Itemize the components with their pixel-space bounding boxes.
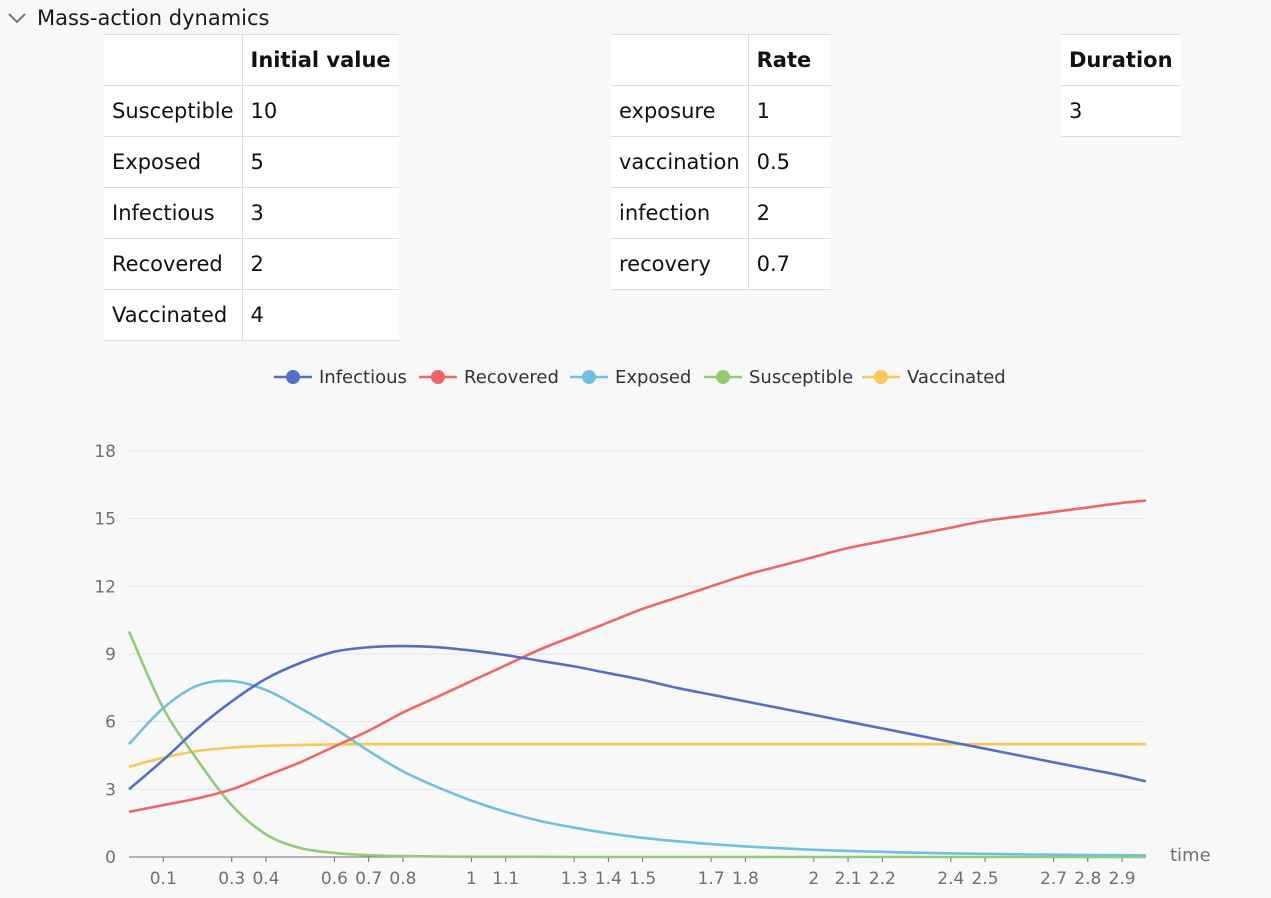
x-tick-label: 1.8 <box>732 869 759 889</box>
x-axis: 0.1 0.3 0.4 0.6 0.7 0.8 1 1.1 1.3 1.4 1.5 1.7 1.8 2 2.… <box>129 845 1211 889</box>
table-row: exposure 1 <box>611 85 832 137</box>
x-tick-label: 1.1 <box>492 869 519 889</box>
x-tick-label: 0.6 <box>321 869 348 889</box>
x-tick-label: 0.1 <box>150 869 177 889</box>
table-header-cell: Duration <box>1061 34 1181 86</box>
initial-value-cell[interactable]: 10 <box>241 85 399 137</box>
table-row: Infectious 3 <box>104 187 399 239</box>
legend-item-exposed[interactable]: Exposed <box>570 367 691 388</box>
species-name-cell: Susceptible <box>104 85 243 137</box>
x-tick-label: 0.8 <box>389 869 416 889</box>
x-tick-label: 2.8 <box>1074 869 1101 889</box>
chart-series <box>127 499 1147 859</box>
legend-label: Recovered <box>464 367 559 388</box>
legend-label: Infectious <box>319 367 407 388</box>
x-tick-label: 1.5 <box>629 869 656 889</box>
series-line-susceptible <box>127 630 1146 859</box>
table-header-cell: Initial value <box>241 34 399 86</box>
x-tick-label: 2.5 <box>972 869 999 889</box>
duration-table: Duration 3 <box>1061 34 1181 137</box>
x-tick-label: 2.1 <box>835 869 862 889</box>
table-row: vaccination 0.5 <box>611 136 832 188</box>
legend-marker <box>874 370 888 384</box>
y-tick-label: 6 <box>105 713 116 733</box>
table-row: infection 2 <box>611 187 832 239</box>
chart-legend: Infectious Recovered Exposed Susceptible Vac… <box>274 367 1006 388</box>
x-tick-label: 2.9 <box>1109 869 1136 889</box>
x-tick-label: 0.3 <box>218 869 245 889</box>
rate-value-cell[interactable]: 0.7 <box>747 238 832 290</box>
table-row: Exposed 5 <box>104 136 399 188</box>
legend-item-recovered[interactable]: Recovered <box>419 367 559 388</box>
rate-value-cell[interactable]: 0.5 <box>747 136 832 188</box>
reaction-name-cell: recovery <box>611 238 749 290</box>
legend-marker <box>431 370 445 384</box>
initial-value-cell[interactable]: 4 <box>241 289 399 341</box>
legend-item-vaccinated[interactable]: Vaccinated <box>862 367 1006 388</box>
reaction-name-cell: infection <box>611 187 749 239</box>
legend-item-infectious[interactable]: Infectious <box>274 367 407 388</box>
table-header-row: Duration <box>1061 34 1181 86</box>
y-axis: 0 3 6 9 12 15 18 <box>94 442 116 868</box>
series-line-vaccinated <box>128 742 1146 769</box>
series-line-infectious <box>128 644 1147 791</box>
chart-grid <box>129 450 1146 790</box>
table-row: recovery 0.7 <box>611 238 832 290</box>
species-name-cell: Infectious <box>104 187 243 239</box>
table-header-cell <box>611 34 749 86</box>
x-tick-label: 2 <box>808 869 819 889</box>
legend-item-susceptible[interactable]: Susceptible <box>704 367 853 388</box>
section-header[interactable]: Mass-action dynamics <box>6 4 269 32</box>
time-series-chart: Infectious Recovered Exposed Susceptible Vac… <box>94 367 1211 889</box>
table-row: Recovered 2 <box>104 238 399 290</box>
x-tick-label: 1 <box>466 869 477 889</box>
table-row: Vaccinated 4 <box>104 289 399 341</box>
x-tick-label: 0.4 <box>252 869 279 889</box>
initial-value-cell[interactable]: 3 <box>241 187 399 239</box>
legend-label: Exposed <box>615 367 691 388</box>
species-name-cell: Recovered <box>104 238 243 290</box>
rate-value-cell[interactable]: 2 <box>747 187 832 239</box>
rate-table: Rate exposure 1 vaccination 0.5 infectio… <box>611 34 832 290</box>
x-axis-title: time <box>1170 845 1211 866</box>
legend-marker <box>716 370 730 384</box>
y-tick-label: 18 <box>94 442 116 462</box>
table-header-cell <box>104 34 243 86</box>
chevron-down-icon[interactable] <box>6 11 28 25</box>
table-header-row: Rate <box>611 34 832 86</box>
reaction-name-cell: exposure <box>611 85 749 137</box>
x-tick-label: 1.4 <box>595 869 622 889</box>
x-tick-label: 2.7 <box>1040 869 1067 889</box>
x-tick-label: 0.7 <box>355 869 382 889</box>
table-header-cell: Rate <box>747 34 832 86</box>
initial-value-cell[interactable]: 5 <box>241 136 399 188</box>
y-tick-label: 9 <box>105 645 116 665</box>
x-tick-label: 2.2 <box>869 869 896 889</box>
species-name-cell: Vaccinated <box>104 289 243 341</box>
section-title: Mass-action dynamics <box>37 6 270 30</box>
x-tick-label: 1.7 <box>698 869 725 889</box>
y-tick-label: 0 <box>105 848 116 868</box>
legend-marker <box>286 370 300 384</box>
series-line-exposed <box>128 679 1147 857</box>
duration-value-cell[interactable]: 3 <box>1061 85 1181 137</box>
x-tick-label: 1.3 <box>561 869 588 889</box>
y-tick-label: 15 <box>94 510 116 530</box>
y-tick-label: 12 <box>94 577 116 597</box>
species-name-cell: Exposed <box>104 136 243 188</box>
y-tick-label: 3 <box>105 780 116 800</box>
series-line-recovered <box>128 499 1147 814</box>
initial-value-table: Initial value Susceptible 10 Exposed 5 I… <box>104 34 399 341</box>
legend-label: Vaccinated <box>907 367 1006 388</box>
legend-marker <box>582 370 596 384</box>
table-row: 3 <box>1061 85 1181 137</box>
table-header-row: Initial value <box>104 34 399 86</box>
legend-label: Susceptible <box>749 367 853 388</box>
table-row: Susceptible 10 <box>104 85 399 137</box>
reaction-name-cell: vaccination <box>611 136 749 188</box>
initial-value-cell[interactable]: 2 <box>241 238 399 290</box>
rate-value-cell[interactable]: 1 <box>747 85 832 137</box>
x-tick-label: 2.4 <box>937 869 964 889</box>
